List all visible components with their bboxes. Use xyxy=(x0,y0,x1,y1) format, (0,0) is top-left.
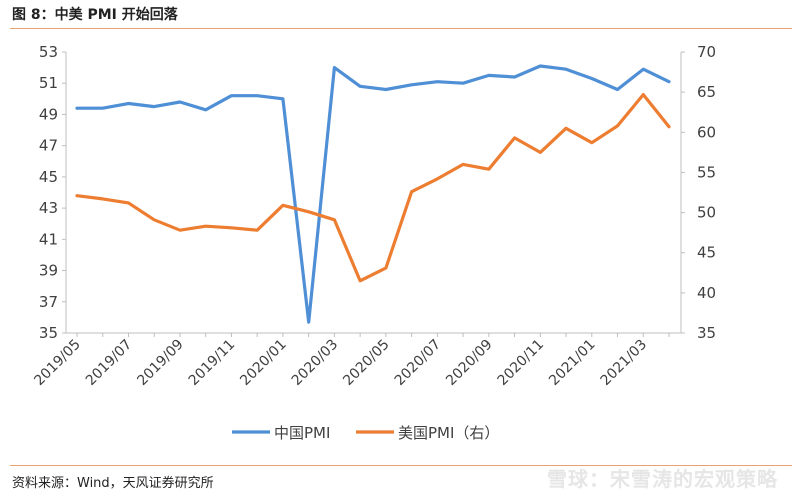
y-right-tick-label: 35 xyxy=(697,324,716,342)
watermark: 雪球：宋雪涛的宏观策略 xyxy=(547,467,778,491)
x-tick-label: 2020/05 xyxy=(340,337,392,389)
y-left-tick-label: 43 xyxy=(39,199,58,217)
y-left-tick-label: 51 xyxy=(39,74,58,92)
footer-divider xyxy=(10,465,792,466)
y-right-tick-label: 70 xyxy=(697,43,716,61)
y-left-tick-label: 39 xyxy=(39,262,58,280)
x-tick-label: 2019/11 xyxy=(186,337,238,389)
figure-title: 图 8：中美 PMI 开始回落 xyxy=(12,7,178,23)
x-tick-label: 2021/01 xyxy=(546,337,598,389)
china-pmi-line xyxy=(75,64,671,324)
y-left-tick-label: 37 xyxy=(39,293,58,311)
x-tick-label: 2020/11 xyxy=(495,337,547,389)
x-tick-label: 2020/03 xyxy=(289,337,341,389)
y-left-tick-label: 35 xyxy=(39,324,58,342)
us-pmi-line xyxy=(75,92,671,283)
y-right-tick-label: 65 xyxy=(697,83,716,101)
pmi-line-chart: 5351494745434139373570656055504540352019… xyxy=(31,43,716,442)
y-left-tick-label: 49 xyxy=(39,105,58,123)
x-tick-label: 2019/07 xyxy=(83,337,135,389)
x-tick-label: 2020/01 xyxy=(237,337,289,389)
x-tick-label: 2021/03 xyxy=(598,337,650,389)
y-right-tick-label: 40 xyxy=(697,284,716,302)
legend-label: 中国PMI xyxy=(274,424,330,442)
x-tick-label: 2019/09 xyxy=(134,337,186,389)
y-left-tick-label: 41 xyxy=(39,230,58,248)
title-divider xyxy=(10,28,792,29)
legend-label: 美国PMI（右） xyxy=(398,424,499,442)
y-right-tick-label: 55 xyxy=(697,163,716,181)
x-tick-label: 2020/07 xyxy=(392,337,444,389)
x-tick-label: 2019/05 xyxy=(31,337,83,389)
x-tick-label: 2020/09 xyxy=(443,337,495,389)
source-note: 资料来源：Wind，天风证券研究所 xyxy=(12,476,214,491)
y-right-tick-label: 50 xyxy=(697,204,716,222)
y-right-tick-label: 60 xyxy=(697,123,716,141)
y-left-tick-label: 45 xyxy=(39,168,58,186)
y-right-tick-label: 45 xyxy=(697,244,716,262)
y-left-tick-label: 47 xyxy=(39,137,58,155)
y-left-tick-label: 53 xyxy=(39,43,58,61)
